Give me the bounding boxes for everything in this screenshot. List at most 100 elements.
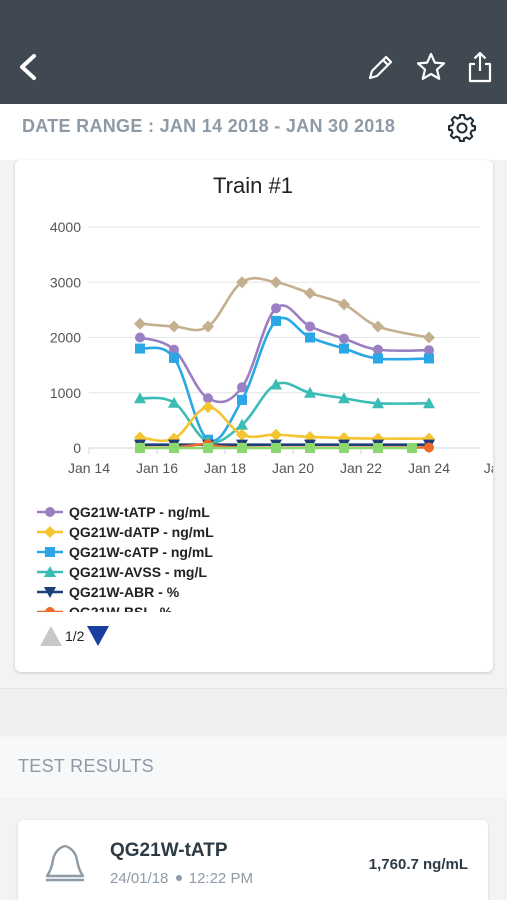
series-3[interactable] bbox=[135, 315, 434, 445]
series-line bbox=[139, 276, 430, 339]
x-tick-label: Jan 16 bbox=[136, 460, 178, 476]
data-point[interactable] bbox=[339, 333, 349, 344]
data-point[interactable] bbox=[270, 378, 282, 390]
data-point[interactable] bbox=[305, 443, 315, 453]
data-point[interactable] bbox=[373, 344, 383, 355]
data-point[interactable] bbox=[339, 443, 349, 453]
data-point[interactable] bbox=[339, 343, 349, 354]
data-point[interactable] bbox=[135, 332, 145, 343]
chart-title: Train #1 bbox=[213, 173, 293, 198]
data-point[interactable] bbox=[424, 442, 434, 453]
legend-label: QG21W-cATP - ng/mL bbox=[69, 544, 213, 560]
x-tick-label: Ja... bbox=[484, 460, 493, 476]
data-point[interactable] bbox=[203, 393, 213, 404]
legend-item[interactable]: QG21W-tATP - ng/mL bbox=[37, 502, 477, 522]
data-point[interactable] bbox=[236, 418, 248, 430]
legend-label: QG21W-ABR - % bbox=[69, 584, 180, 600]
test-result-card[interactable]: QG21W-tATP 24/01/18 12:22 PM 1,760.7 ng/… bbox=[18, 820, 488, 900]
data-point[interactable] bbox=[202, 401, 214, 414]
data-point[interactable] bbox=[203, 443, 213, 453]
data-point[interactable] bbox=[270, 428, 282, 441]
y-tick-label: 2000 bbox=[50, 330, 81, 346]
test-results-header bbox=[0, 737, 507, 798]
data-point[interactable] bbox=[169, 352, 179, 363]
data-point[interactable] bbox=[423, 397, 435, 409]
legend-marker-icon bbox=[37, 566, 63, 577]
legend-item[interactable]: QG21W-dATP - ng/mL bbox=[37, 522, 477, 542]
data-point[interactable] bbox=[271, 303, 281, 314]
data-point[interactable] bbox=[134, 392, 146, 404]
data-point[interactable] bbox=[168, 396, 180, 408]
data-point[interactable] bbox=[169, 443, 179, 453]
y-tick-label: 3000 bbox=[50, 274, 81, 290]
data-point[interactable] bbox=[168, 320, 180, 333]
chart-legend: QG21W-tATP - ng/mL QG21W-dATP - ng/mL QG21… bbox=[37, 502, 477, 612]
test-result-timestamp: 24/01/18 12:22 PM bbox=[110, 870, 253, 887]
data-point[interactable] bbox=[423, 331, 435, 344]
bell-icon bbox=[45, 844, 85, 882]
data-point[interactable] bbox=[373, 353, 383, 364]
legend-item[interactable]: QG21W-ABR - % bbox=[37, 582, 477, 602]
data-point[interactable] bbox=[270, 276, 282, 289]
data-point[interactable] bbox=[237, 382, 247, 393]
series-line bbox=[139, 381, 430, 444]
data-point[interactable] bbox=[305, 321, 315, 332]
series-8[interactable] bbox=[135, 443, 417, 453]
legend-item[interactable]: QG21W-BSI - % bbox=[37, 602, 477, 612]
data-point[interactable] bbox=[236, 276, 248, 289]
legend-page-indicator: 1/2 bbox=[65, 628, 85, 644]
data-point[interactable] bbox=[134, 317, 146, 330]
x-tick-label: Jan 22 bbox=[340, 460, 382, 476]
data-point[interactable] bbox=[135, 343, 145, 354]
data-point[interactable] bbox=[305, 332, 315, 343]
data-point[interactable] bbox=[373, 443, 383, 453]
data-point[interactable] bbox=[372, 397, 384, 409]
data-point[interactable] bbox=[304, 386, 316, 398]
pencil-icon[interactable] bbox=[364, 52, 396, 84]
legend-label: QG21W-dATP - ng/mL bbox=[69, 524, 214, 540]
chevron-left-icon[interactable] bbox=[14, 52, 42, 82]
data-point[interactable] bbox=[424, 353, 434, 364]
date-range-label[interactable]: DATE RANGE : JAN 14 2018 - JAN 30 2018 bbox=[22, 116, 396, 136]
data-point[interactable] bbox=[407, 443, 417, 453]
legend-marker-icon bbox=[37, 547, 63, 557]
series-line bbox=[139, 316, 430, 443]
x-tick-label: Jan 14 bbox=[68, 460, 110, 476]
legend-marker-icon bbox=[37, 526, 63, 538]
x-tick-label: Jan 20 bbox=[272, 460, 314, 476]
data-point[interactable] bbox=[237, 394, 247, 405]
legend-label: QG21W-AVSS - mg/L bbox=[69, 564, 207, 580]
y-tick-label: 0 bbox=[73, 440, 81, 456]
series-2[interactable] bbox=[135, 303, 434, 404]
legend-marker-icon bbox=[37, 507, 63, 517]
test-result-date: 24/01/18 bbox=[110, 870, 169, 887]
data-point[interactable] bbox=[271, 443, 281, 453]
page-down-icon[interactable] bbox=[86, 625, 110, 647]
gear-icon[interactable] bbox=[447, 113, 477, 143]
share-icon[interactable] bbox=[465, 50, 495, 84]
data-point[interactable] bbox=[424, 345, 434, 356]
x-tick-label: Jan 18 bbox=[204, 460, 246, 476]
data-point[interactable] bbox=[202, 320, 214, 333]
data-point[interactable] bbox=[237, 443, 247, 453]
test-result-name: QG21W-tATP bbox=[110, 840, 228, 861]
data-point[interactable] bbox=[372, 320, 384, 333]
data-point[interactable] bbox=[135, 443, 145, 453]
star-icon[interactable] bbox=[415, 51, 447, 83]
legend-marker-icon bbox=[37, 587, 63, 598]
legend-label: QG21W-tATP - ng/mL bbox=[69, 504, 210, 520]
line-chart[interactable]: Train #1 0 1000 2000 3000 4000 Jan 14 Jan 16 Ja… bbox=[15, 160, 493, 620]
test-results-title: TEST RESULTS bbox=[18, 756, 154, 776]
data-point[interactable] bbox=[338, 298, 350, 311]
page-up-icon[interactable] bbox=[39, 625, 63, 647]
data-point[interactable] bbox=[338, 392, 350, 404]
y-tick-label: 4000 bbox=[50, 219, 81, 235]
legend-item[interactable]: QG21W-AVSS - mg/L bbox=[37, 562, 477, 582]
data-point[interactable] bbox=[304, 287, 316, 300]
legend-item[interactable]: QG21W-cATP - ng/mL bbox=[37, 542, 477, 562]
data-point[interactable] bbox=[169, 344, 179, 355]
data-point[interactable] bbox=[271, 315, 281, 326]
date-range-bar bbox=[0, 104, 507, 160]
data-point[interactable] bbox=[236, 428, 248, 441]
series-1[interactable] bbox=[134, 276, 435, 344]
